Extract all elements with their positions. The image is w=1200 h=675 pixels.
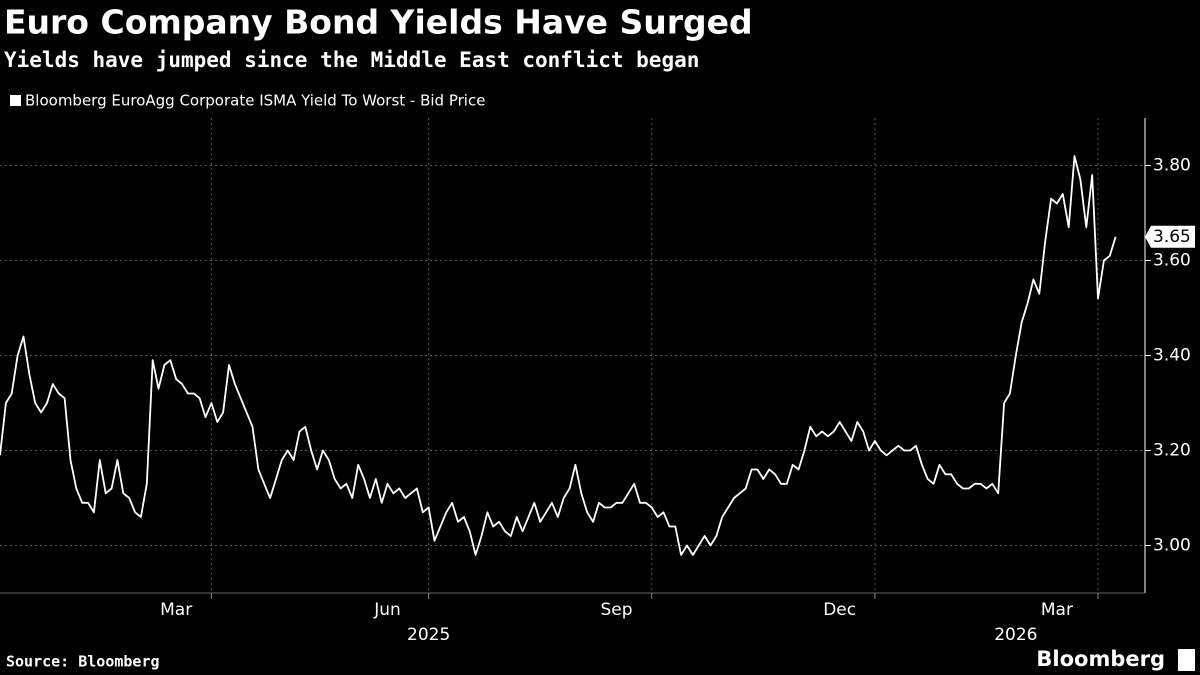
x-tick-label: Dec (823, 600, 856, 620)
brand: Bloomberg (1036, 647, 1165, 671)
x-tick-label: Jun (373, 600, 401, 620)
year-label: 2026 (994, 625, 1037, 645)
legend-swatch (10, 95, 21, 106)
x-tick-label: Sep (601, 600, 633, 620)
series-line (0, 155, 1117, 556)
brand-icon (1178, 649, 1195, 671)
source: Source: Bloomberg (6, 653, 160, 671)
x-tick-label: Mar (1041, 600, 1073, 620)
chart-title: Euro Company Bond Yields Have Surged (4, 3, 753, 42)
last-value-box (1145, 225, 1195, 248)
y-tick-label: 3.80 (1153, 156, 1191, 176)
chart-subtitle: Yields have jumped since the Middle East… (4, 48, 699, 72)
y-tick-label: 3.20 (1153, 441, 1191, 461)
x-tick-label: Mar (160, 600, 192, 620)
y-tick-label: 3.00 (1153, 536, 1191, 556)
legend-entry: Bloomberg EuroAgg Corporate ISMA Yield T… (25, 92, 485, 110)
y-tick-label: 3.40 (1153, 346, 1191, 366)
year-label: 2025 (407, 625, 450, 645)
y-tick-label: 3.60 (1153, 251, 1191, 271)
last-value-label: 3.65 (1153, 227, 1191, 247)
